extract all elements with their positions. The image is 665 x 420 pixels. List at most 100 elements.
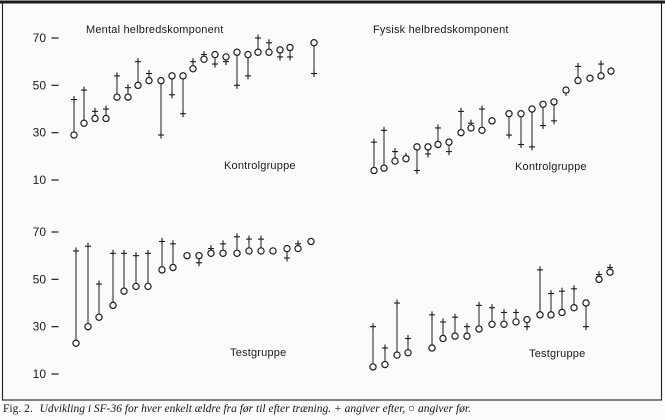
circle-marker-foer xyxy=(245,247,253,255)
data-point-marker xyxy=(310,39,318,77)
circle-marker-foer xyxy=(595,275,603,284)
circle-marker-foer xyxy=(512,318,520,326)
data-point-marker xyxy=(132,252,140,291)
data-point-marker xyxy=(219,240,227,257)
data-point-marker xyxy=(200,51,208,64)
data-point-marker xyxy=(413,143,421,175)
circle-marker-foer xyxy=(547,311,555,319)
data-point-marker xyxy=(434,124,442,149)
data-point-marker xyxy=(222,53,230,66)
figure-caption: Fig. 2. Udvikling i SF-36 for hver enkel… xyxy=(3,403,658,415)
data-point-marker xyxy=(168,72,176,99)
circle-marker-foer xyxy=(574,76,582,85)
circle-marker-foer xyxy=(168,72,176,80)
circle-marker-foer xyxy=(439,334,447,343)
data-point-marker xyxy=(183,251,191,260)
data-point-marker xyxy=(550,98,558,125)
data-point-marker xyxy=(286,43,294,61)
circle-marker-foer xyxy=(132,282,140,291)
circle-marker-foer xyxy=(80,119,88,127)
data-point-marker xyxy=(72,247,80,347)
data-point-marker xyxy=(195,251,203,267)
circle-marker-foer xyxy=(558,308,566,317)
circle-marker-foer xyxy=(183,251,191,260)
data-point-marker xyxy=(84,242,92,331)
data-point-marker xyxy=(134,58,142,90)
data-point-marker xyxy=(439,318,447,343)
circle-marker-foer xyxy=(244,50,252,59)
circle-marker-foer xyxy=(607,67,615,75)
group-label: Kontrolgruppe xyxy=(515,161,587,173)
circle-marker-foer xyxy=(539,100,547,108)
data-point-marker xyxy=(475,301,483,333)
circle-marker-foer xyxy=(528,105,536,113)
circle-marker-foer xyxy=(550,98,558,106)
circle-marker-foer xyxy=(72,339,80,347)
panel-fysisk-testgruppe: Testgruppe xyxy=(369,264,614,371)
circle-marker-foer xyxy=(310,39,318,47)
circle-marker-foer xyxy=(523,315,531,324)
data-point-marker xyxy=(488,304,496,328)
data-point-marker xyxy=(283,244,291,262)
circle-marker-foer xyxy=(222,53,230,61)
data-point-marker xyxy=(528,105,536,151)
data-point-marker xyxy=(245,235,253,255)
data-point-marker xyxy=(500,308,508,328)
circle-marker-foer xyxy=(219,249,227,257)
data-point-marker xyxy=(505,110,513,139)
data-point-marker xyxy=(233,48,241,89)
data-point-marker xyxy=(95,280,103,321)
data-point-marker xyxy=(451,313,459,340)
data-point-marker xyxy=(91,107,99,123)
panel-fysisk-kontrolgruppe: Fysisk helbredskomponent Kontrolgruppe xyxy=(370,24,615,175)
circle-marker-foer xyxy=(424,143,432,151)
circle-marker-foer xyxy=(84,322,92,331)
y-tick-label: 30 xyxy=(33,126,47,140)
data-point-marker xyxy=(189,58,197,73)
data-point-marker xyxy=(70,96,78,139)
circle-marker-foer xyxy=(134,81,142,90)
circle-marker-foer xyxy=(582,299,590,307)
circle-marker-foer xyxy=(95,313,103,321)
data-point-marker xyxy=(294,240,302,253)
circle-marker-foer xyxy=(488,117,496,125)
data-point-marker xyxy=(402,152,410,163)
figure-border xyxy=(1,1,663,401)
circle-marker-foer xyxy=(158,266,166,274)
data-point-marker xyxy=(467,119,475,132)
circle-marker-foer xyxy=(391,157,399,165)
data-point-marker xyxy=(547,290,555,319)
circle-marker-foer xyxy=(381,360,389,369)
circle-marker-foer xyxy=(517,110,525,118)
circle-marker-foer xyxy=(124,93,132,101)
data-point-marker xyxy=(582,299,590,331)
circle-marker-foer xyxy=(200,55,208,64)
data-point-marker xyxy=(574,62,582,85)
circle-marker-foer xyxy=(276,46,284,54)
panel-title: Fysisk helbredskomponent xyxy=(373,24,509,36)
data-point-marker xyxy=(370,138,378,175)
circle-marker-foer xyxy=(269,247,277,255)
data-point-marker xyxy=(254,34,262,56)
data-point-marker xyxy=(269,247,277,255)
data-point-marker xyxy=(307,237,315,246)
panel-title: Mental helbredskomponent xyxy=(86,24,224,36)
y-tick-label: 70 xyxy=(33,31,47,45)
data-point-marker xyxy=(512,308,520,326)
y-tick-label: 30 xyxy=(33,320,47,334)
circle-marker-foer xyxy=(404,349,412,357)
circle-marker-foer xyxy=(562,86,570,94)
panel-mental-kontrolgruppe: Mental helbredskomponent Kontrolgruppe xyxy=(70,24,318,172)
circle-marker-foer xyxy=(207,249,215,257)
data-point-marker xyxy=(517,110,525,148)
data-point-marker xyxy=(562,86,570,96)
circle-marker-foer xyxy=(286,43,294,52)
data-point-marker xyxy=(169,240,177,272)
circle-marker-foer xyxy=(488,320,496,328)
circle-marker-foer xyxy=(457,128,465,137)
circle-marker-foer xyxy=(478,126,486,135)
circle-marker-foer xyxy=(91,114,99,123)
data-point-marker xyxy=(595,271,603,284)
circle-marker-foer xyxy=(70,131,78,139)
